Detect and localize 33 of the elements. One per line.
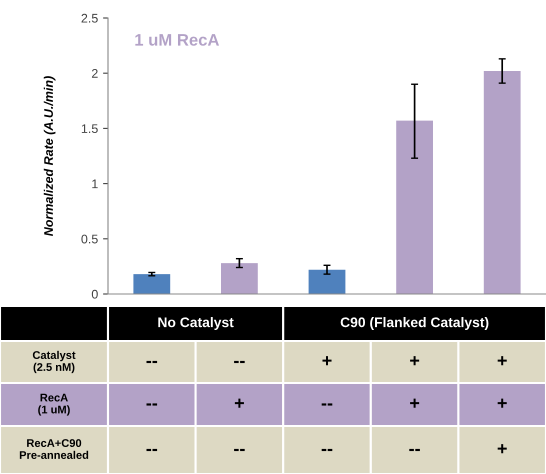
- text: RecA (1 uM): [38, 394, 70, 416]
- bar: [396, 120, 433, 294]
- bar: [484, 70, 521, 294]
- text: No Catalyst: [158, 317, 234, 330]
- text: +: [410, 398, 420, 408]
- text: --: [146, 448, 158, 452]
- y-tick-label: 1.5: [82, 124, 98, 134]
- text: --: [322, 448, 332, 452]
- text: +: [234, 398, 244, 408]
- y-tick-label: 1: [92, 180, 98, 188]
- text: --: [146, 403, 158, 406]
- text: --: [234, 360, 245, 364]
- text: C90 (Flanked Catalyst): [340, 317, 488, 330]
- bar: [221, 263, 258, 294]
- text: RecA+C90 Pre-annealed: [20, 439, 88, 459]
- text: Catalyst (2.5 nM): [32, 350, 76, 374]
- annotation: 1 uM RecA: [135, 34, 220, 46]
- y-axis-title: Normalized Rate (A.U./min): [44, 76, 56, 236]
- text: --: [234, 448, 245, 452]
- text: +: [498, 398, 507, 408]
- y-tick-label: 2: [92, 69, 98, 78]
- text: --: [146, 360, 158, 364]
- text: --: [409, 448, 420, 452]
- text: +: [498, 444, 507, 454]
- bar: [308, 270, 346, 294]
- text: --: [322, 403, 332, 406]
- y-tick-label: 0.5: [81, 234, 98, 244]
- y-tick-label: 2.5: [82, 14, 98, 23]
- bar: [133, 274, 170, 294]
- text: +: [322, 356, 332, 366]
- text: +: [498, 356, 507, 366]
- y-tick-label: 0: [92, 290, 98, 299]
- text: +: [410, 356, 420, 366]
